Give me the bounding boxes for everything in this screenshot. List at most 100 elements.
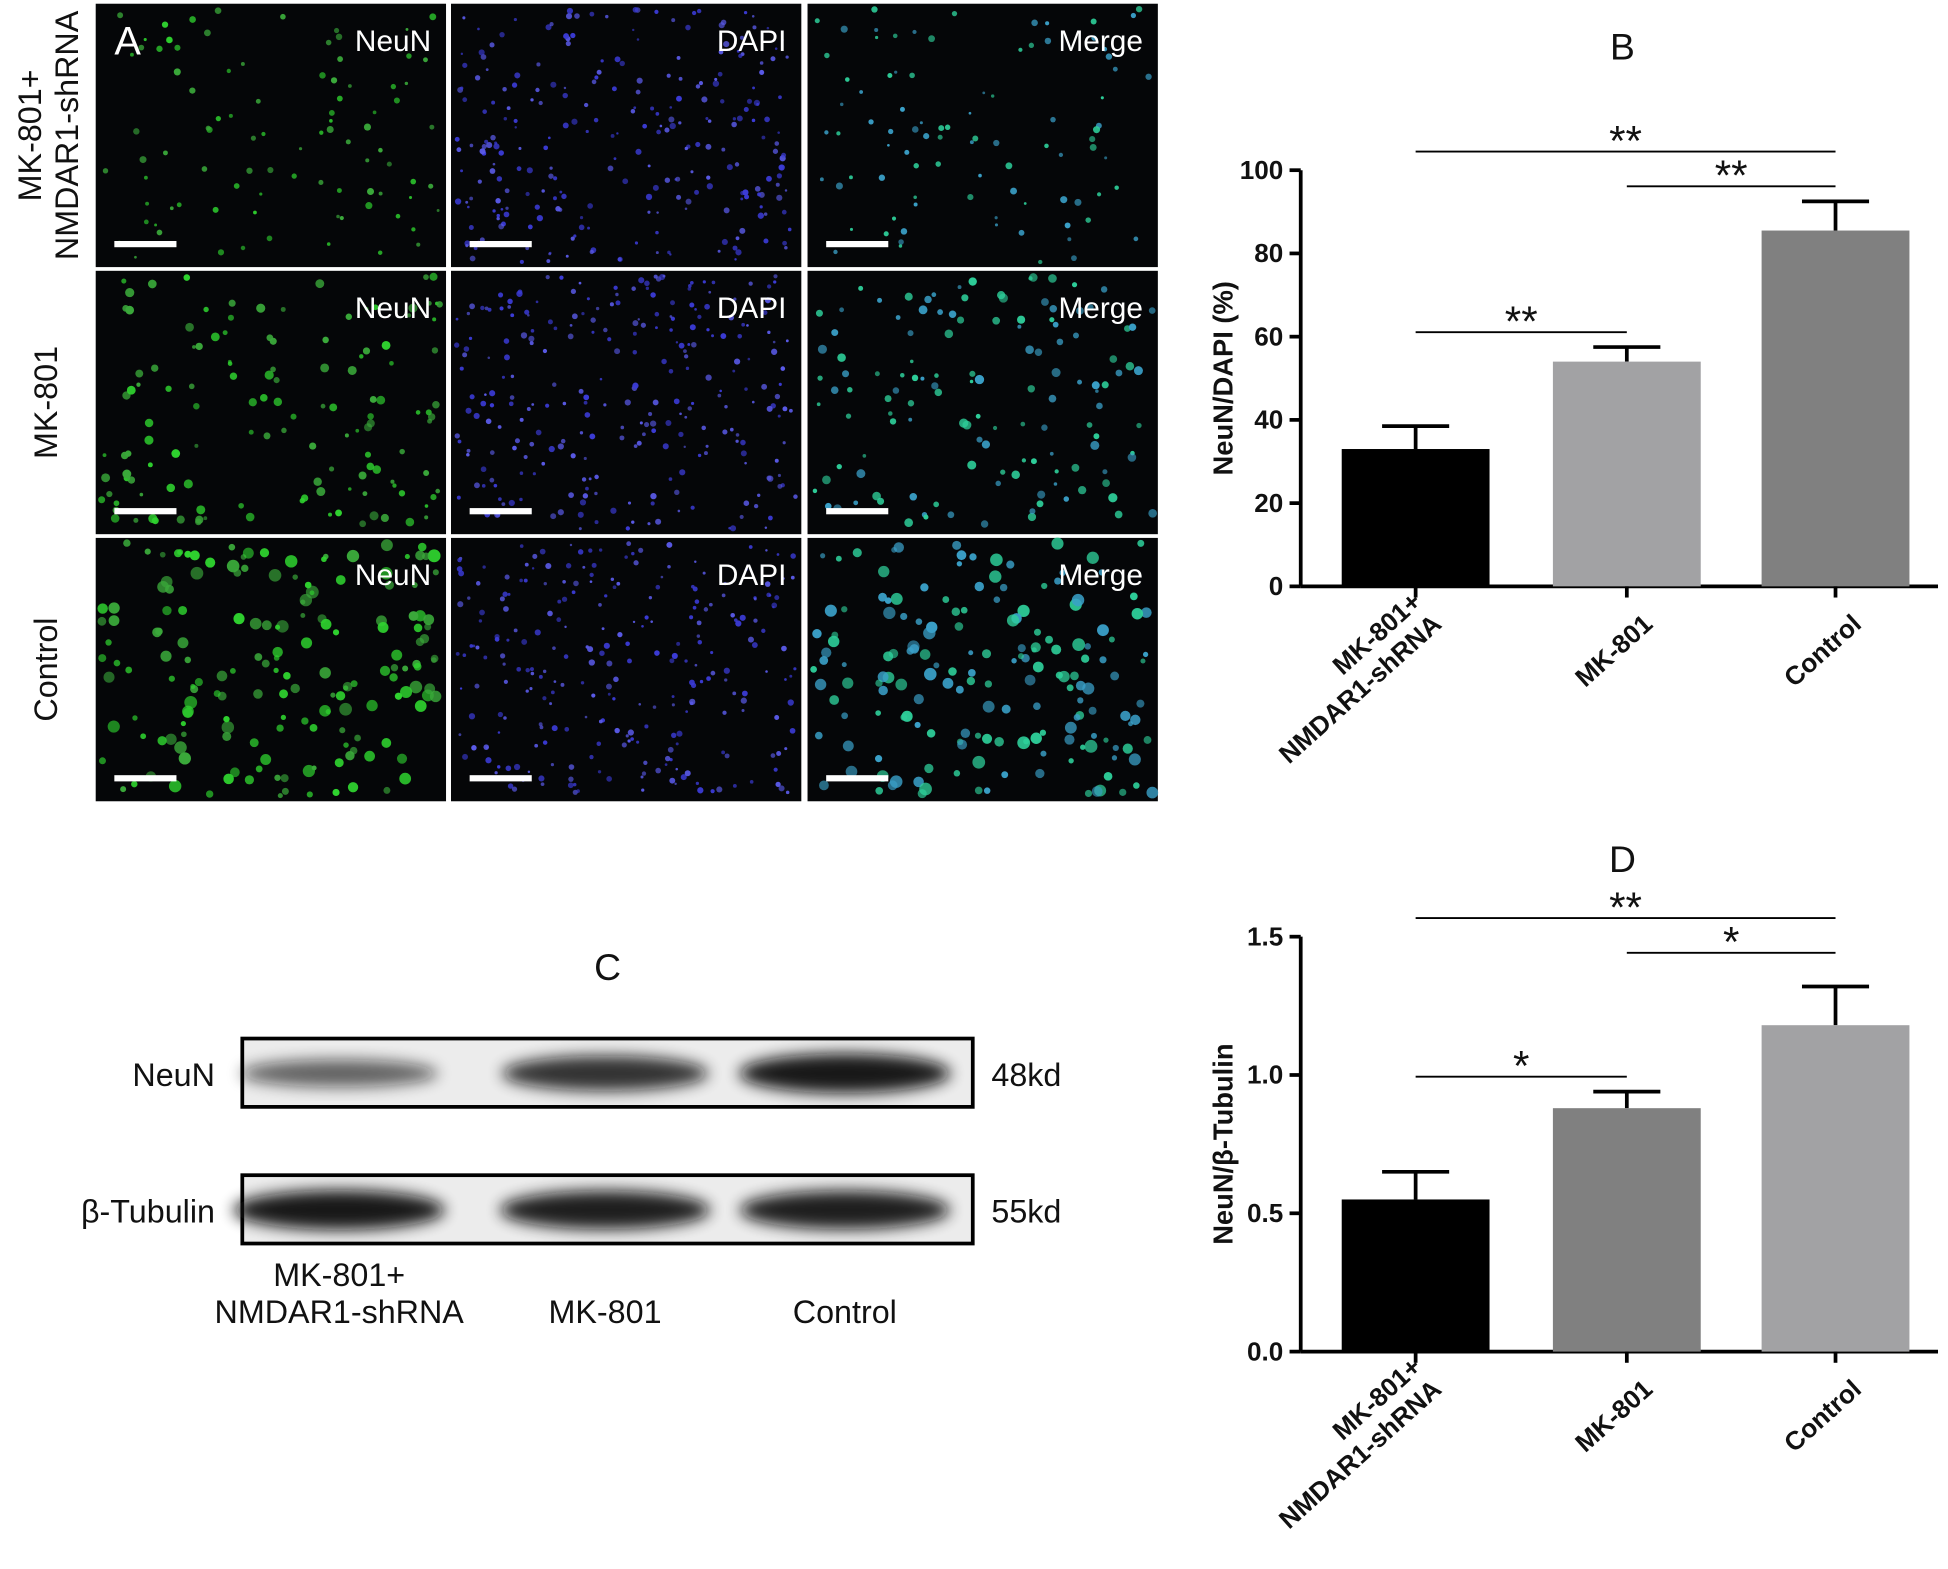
cell-dot [647, 210, 651, 214]
cell-dot [723, 40, 730, 48]
cell-dot [630, 108, 636, 114]
cell-dot [563, 86, 567, 90]
cell-dot [1096, 402, 1103, 410]
cell-dot [912, 29, 917, 35]
cell-dot [894, 70, 898, 74]
cell-dot [784, 747, 788, 751]
cell-dot [1051, 644, 1062, 655]
cell-dot [489, 42, 495, 48]
cell-dot [1027, 512, 1037, 522]
cell-dot [275, 624, 281, 630]
cell-dot [703, 607, 709, 612]
cell-dot [675, 742, 679, 746]
cell-dot [527, 224, 533, 230]
cell-dot [233, 613, 245, 625]
cell-dot [527, 313, 530, 317]
cell-dot [494, 633, 500, 640]
cell-dot [1045, 635, 1054, 644]
cell-dot [819, 177, 824, 182]
cell-dot [201, 166, 208, 172]
cell-dot [1018, 47, 1023, 52]
cell-dot [582, 565, 586, 569]
cell-dot [530, 329, 535, 333]
panel-label: C [594, 946, 621, 988]
cell-dot [948, 667, 957, 676]
cell-dot [525, 667, 530, 673]
cell-dot [969, 553, 977, 561]
cell-dot [504, 354, 510, 361]
cell-dot [553, 196, 557, 201]
cell-dot [478, 619, 483, 623]
cell-dot [942, 677, 954, 689]
cell-dot [576, 789, 580, 793]
cell-dot [329, 403, 338, 412]
cell-dot [160, 575, 173, 588]
cell-dot [833, 249, 838, 255]
cell-dot [654, 650, 660, 656]
cell-dot [512, 445, 517, 451]
cell-dot [550, 690, 555, 695]
cell-dot [290, 683, 300, 694]
cell-dot [1037, 490, 1046, 499]
cell-dot [655, 251, 659, 255]
cell-dot [203, 516, 208, 521]
cell-dot [171, 449, 181, 458]
cell-dot [320, 403, 326, 409]
cell-dot [380, 539, 393, 552]
cell-dot [624, 399, 631, 406]
cell-dot [1067, 237, 1072, 242]
cell-dot [899, 106, 905, 112]
cell-dot [1041, 424, 1048, 431]
cell-dot [349, 746, 358, 755]
cell-dot [1133, 236, 1139, 242]
cell-dot [887, 72, 893, 79]
cell-dot [721, 147, 726, 152]
cell-dot [772, 340, 776, 344]
cell-dot [777, 473, 781, 478]
cell-dot [423, 274, 429, 280]
cell-dot [664, 763, 668, 766]
cell-dot [1049, 451, 1054, 456]
cell-dot [968, 111, 972, 115]
cell-dot [889, 775, 903, 788]
cell-dot [994, 216, 998, 220]
cell-dot [1017, 315, 1026, 324]
cell-dot [499, 31, 505, 38]
cell-dot [159, 551, 166, 558]
cell-dot [669, 106, 673, 109]
cell-dot [228, 113, 233, 118]
cell-dot [344, 433, 349, 438]
cell-dot [955, 685, 964, 694]
cell-dot [1110, 671, 1120, 681]
cell-dot [534, 204, 540, 210]
cell-dot [704, 303, 710, 310]
cell-dot [1064, 734, 1075, 745]
cell-dot [131, 780, 138, 788]
cell-dot [594, 491, 598, 496]
cell-dot [274, 774, 281, 781]
cell-dot [144, 548, 151, 555]
cell-dot [1050, 116, 1056, 123]
cell-dot [744, 461, 747, 465]
cell-dot [643, 421, 650, 428]
cell-dot [675, 341, 679, 344]
cell-dot [553, 680, 557, 683]
cell-dot [604, 594, 608, 598]
cell-dot [761, 135, 766, 140]
cell-dot [997, 290, 1006, 300]
cell-dot [497, 765, 501, 769]
cell-dot [550, 513, 557, 520]
cell-dot [578, 527, 582, 531]
cell-dot [743, 106, 749, 112]
cell-dot [588, 659, 595, 666]
cell-dot [842, 370, 850, 378]
cell-dot [774, 141, 780, 146]
cell-dot [411, 582, 418, 588]
cell-dot [468, 225, 474, 231]
cell-dot [585, 486, 589, 491]
cell-dot [436, 301, 443, 308]
cell-dot [616, 132, 619, 135]
cell-dot [501, 375, 506, 379]
cell-dot [785, 339, 789, 343]
cell-dot [678, 431, 684, 438]
